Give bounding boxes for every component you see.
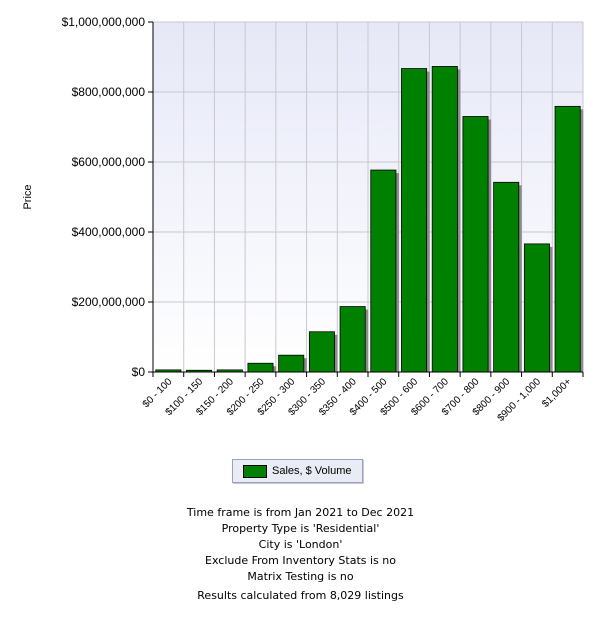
y-tick-label: $200,000,000 — [72, 295, 146, 309]
y-tick-label: $600,000,000 — [72, 155, 146, 169]
y-tick-label: $1,000,000,000 — [62, 15, 146, 29]
bar-chart: $0 $200,000,000 $400,000,000 $600,000,000 $8… — [22, 15, 584, 424]
bar — [431, 66, 458, 373]
property-type-note: Property Type is 'Residential' — [221, 522, 380, 535]
axes — [148, 21, 584, 377]
y-tick-labels: $0 $200,000,000 $400,000,000 $600,000,000 $8… — [62, 15, 146, 379]
y-tick-label: $400,000,000 — [72, 225, 146, 239]
matrix-testing-note: Matrix Testing is no — [247, 570, 354, 583]
bar — [339, 306, 366, 373]
bar — [278, 354, 305, 373]
bar — [493, 181, 520, 373]
exclude-note: Exclude From Inventory Stats is no — [205, 554, 396, 567]
chart-legend: Sales, $ Volume — [232, 459, 363, 483]
results-note: Results calculated from 8,029 listings — [197, 589, 404, 602]
report-criteria: Time frame is from Jan 2021 to Dec 2021 … — [0, 505, 601, 604]
bar — [554, 105, 581, 373]
legend-label: Sales, $ Volume — [272, 465, 352, 477]
y-tick-label: $800,000,000 — [72, 85, 146, 99]
bar — [462, 116, 489, 373]
y-axis-label: Price — [22, 184, 34, 209]
bar — [401, 68, 428, 373]
x-tick-label: $1,000+ — [540, 376, 574, 410]
city-note: City is 'London' — [258, 538, 343, 551]
bar — [523, 243, 550, 373]
bar — [247, 362, 274, 373]
x-tick-labels: $0 - 100$100 - 150$150 - 200$200 - 250$2… — [141, 376, 574, 424]
timeframe-note: Time frame is from Jan 2021 to Dec 2021 — [186, 506, 415, 519]
bars — [155, 66, 584, 373]
bar — [308, 331, 335, 373]
y-tick-label: $0 — [132, 365, 146, 379]
bar — [370, 169, 397, 373]
legend-swatch — [243, 464, 267, 478]
